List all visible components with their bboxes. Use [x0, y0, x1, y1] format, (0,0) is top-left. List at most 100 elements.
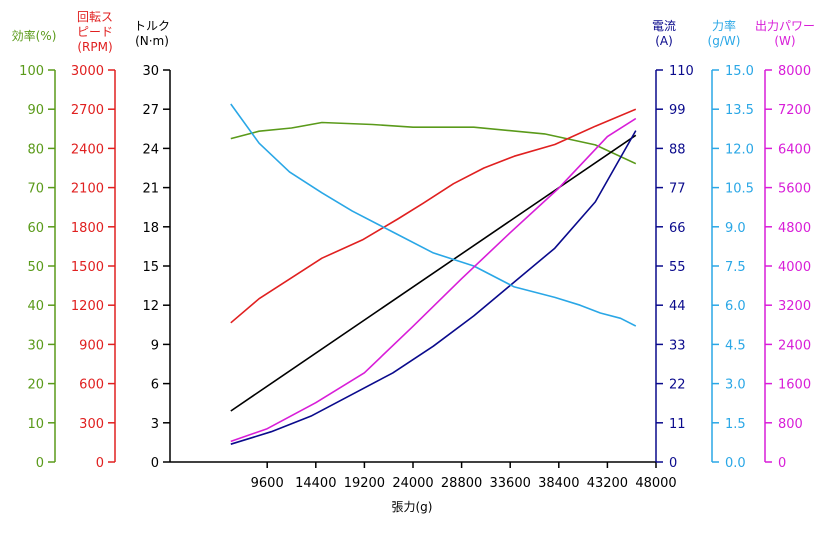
x-tick-label: 14400: [295, 476, 336, 491]
y-tick-label: 9: [151, 338, 159, 353]
y-tick-label: 0: [36, 456, 44, 471]
y-tick-label: 900: [79, 338, 104, 353]
y-tick-label: 4.5: [725, 338, 746, 353]
y-tick-label: 4800: [778, 221, 811, 236]
y-tick-label: 22: [669, 378, 686, 393]
y-tick-label: 1200: [71, 299, 104, 314]
y-axis-title: (A): [655, 34, 673, 48]
x-tick-label: 24000: [392, 476, 433, 491]
y-axis-title: (N·m): [135, 34, 169, 48]
x-tick-label: 33600: [490, 476, 531, 491]
y-tick-label: 0: [151, 456, 159, 471]
y-tick-label: 90: [27, 103, 44, 118]
x-tick-label: 43200: [587, 476, 628, 491]
y-tick-label: 800: [778, 417, 803, 432]
series-line-eff: [230, 121, 637, 165]
y-axis-title: ピード: [77, 25, 113, 39]
y-tick-label: 77: [669, 182, 686, 197]
y-axis-power: 0 800 1600 2400 3200 4000 4800 5600 6400 7200 8000…: [755, 19, 815, 471]
y-axis-title: 出力パワー: [755, 19, 815, 33]
series-line-rpm: [230, 108, 637, 324]
y-tick-label: 7.5: [725, 260, 746, 275]
y-tick-label: 3000: [71, 64, 104, 79]
x-axis: 9600 14400 19200 24000 28800 33600 38400 43200 4…: [170, 461, 677, 491]
y-tick-label: 21: [142, 182, 159, 197]
y-tick-label: 99: [669, 103, 686, 118]
y-axis-title: 力率: [712, 18, 736, 33]
y-axis-torque: 0 3 6 9 12 15 18 21 24 27 30 トルク(N·m): [134, 19, 171, 471]
y-tick-label: 1500: [71, 260, 104, 275]
y-tick-label: 70: [27, 182, 44, 197]
series-line-torque: [230, 134, 637, 412]
series-line-power: [230, 117, 637, 443]
y-tick-label: 0: [669, 456, 677, 471]
y-tick-label: 44: [669, 299, 686, 314]
y-axis-title: (g/W): [708, 34, 741, 48]
y-tick-label: 50: [27, 260, 44, 275]
y-tick-label: 3.0: [725, 378, 746, 393]
y-tick-label: 1800: [71, 221, 104, 236]
y-axis-eff: 0 10 20 30 40 50 60 70 80 90 100 効率(%): [12, 28, 57, 471]
y-tick-label: 2400: [71, 142, 104, 157]
x-tick-label: 38400: [538, 476, 579, 491]
y-tick-label: 0: [778, 456, 786, 471]
y-tick-label: 15.0: [725, 64, 754, 79]
y-tick-label: 2400: [778, 338, 811, 353]
y-axis-title: (RPM): [77, 40, 112, 54]
y-tick-label: 12.0: [725, 142, 754, 157]
y-axis-title: 回転ス: [77, 10, 113, 24]
y-tick-label: 27: [142, 103, 159, 118]
y-tick-label: 24: [142, 142, 159, 157]
x-tick-label: 28800: [441, 476, 482, 491]
y-tick-label: 88: [669, 142, 686, 157]
series-line-current: [230, 130, 637, 445]
y-tick-label: 300: [79, 417, 104, 432]
y-tick-label: 12: [142, 299, 159, 314]
series-lines: [230, 103, 637, 445]
y-tick-label: 6: [151, 378, 159, 393]
y-tick-label: 66: [669, 221, 686, 236]
y-tick-label: 20: [27, 378, 44, 393]
y-tick-label: 6400: [778, 142, 811, 157]
y-axis-force: 0.0 1.5 3.0 4.5 6.0 7.5 9.0 10.5 12.0 13.5 15.0 力率(…: [708, 18, 754, 471]
y-tick-label: 30: [27, 338, 44, 353]
y-tick-label: 15: [142, 260, 159, 275]
y-tick-label: 13.5: [725, 103, 754, 118]
y-tick-label: 110: [669, 64, 694, 79]
y-axis-rpm: 0 300 600 900 1200 1500 1800 2100 2400 2700 3000 回転…: [71, 10, 116, 471]
x-tick-label: 9600: [251, 476, 284, 491]
y-tick-label: 10.5: [725, 182, 754, 197]
y-tick-label: 33: [669, 338, 686, 353]
x-tick-label: 48000: [635, 476, 676, 491]
y-tick-label: 11: [669, 417, 686, 432]
y-tick-label: 9.0: [725, 221, 746, 236]
series-line-force: [230, 103, 637, 327]
y-tick-label: 6.0: [725, 299, 746, 314]
y-tick-label: 600: [79, 378, 104, 393]
y-tick-label: 55: [669, 260, 686, 275]
y-axis-title: 電流: [652, 19, 676, 33]
y-tick-label: 30: [142, 64, 159, 79]
y-tick-label: 18: [142, 221, 159, 236]
x-tick-label: 19200: [344, 476, 385, 491]
y-tick-label: 3200: [778, 299, 811, 314]
y-tick-label: 1.5: [725, 417, 746, 432]
y-tick-label: 0: [96, 456, 104, 471]
y-tick-label: 3: [151, 417, 159, 432]
y-axis-title: 効率(%): [12, 28, 57, 43]
y-tick-label: 2100: [71, 182, 104, 197]
y-axis-title: トルク: [134, 19, 170, 33]
y-tick-label: 0.0: [725, 456, 746, 471]
y-tick-label: 4000: [778, 260, 811, 275]
y-tick-label: 7200: [778, 103, 811, 118]
y-tick-label: 80: [27, 142, 44, 157]
y-tick-label: 60: [27, 221, 44, 236]
y-tick-label: 40: [27, 299, 44, 314]
y-tick-label: 10: [27, 417, 44, 432]
y-axis-current: 0 11 22 33 44 55 66 77 88 99 110 電流(A): [652, 19, 694, 471]
y-axis-title: (W): [774, 34, 795, 48]
x-axis-label: 張力(g): [392, 500, 433, 514]
y-tick-label: 5600: [778, 182, 811, 197]
y-tick-label: 2700: [71, 103, 104, 118]
